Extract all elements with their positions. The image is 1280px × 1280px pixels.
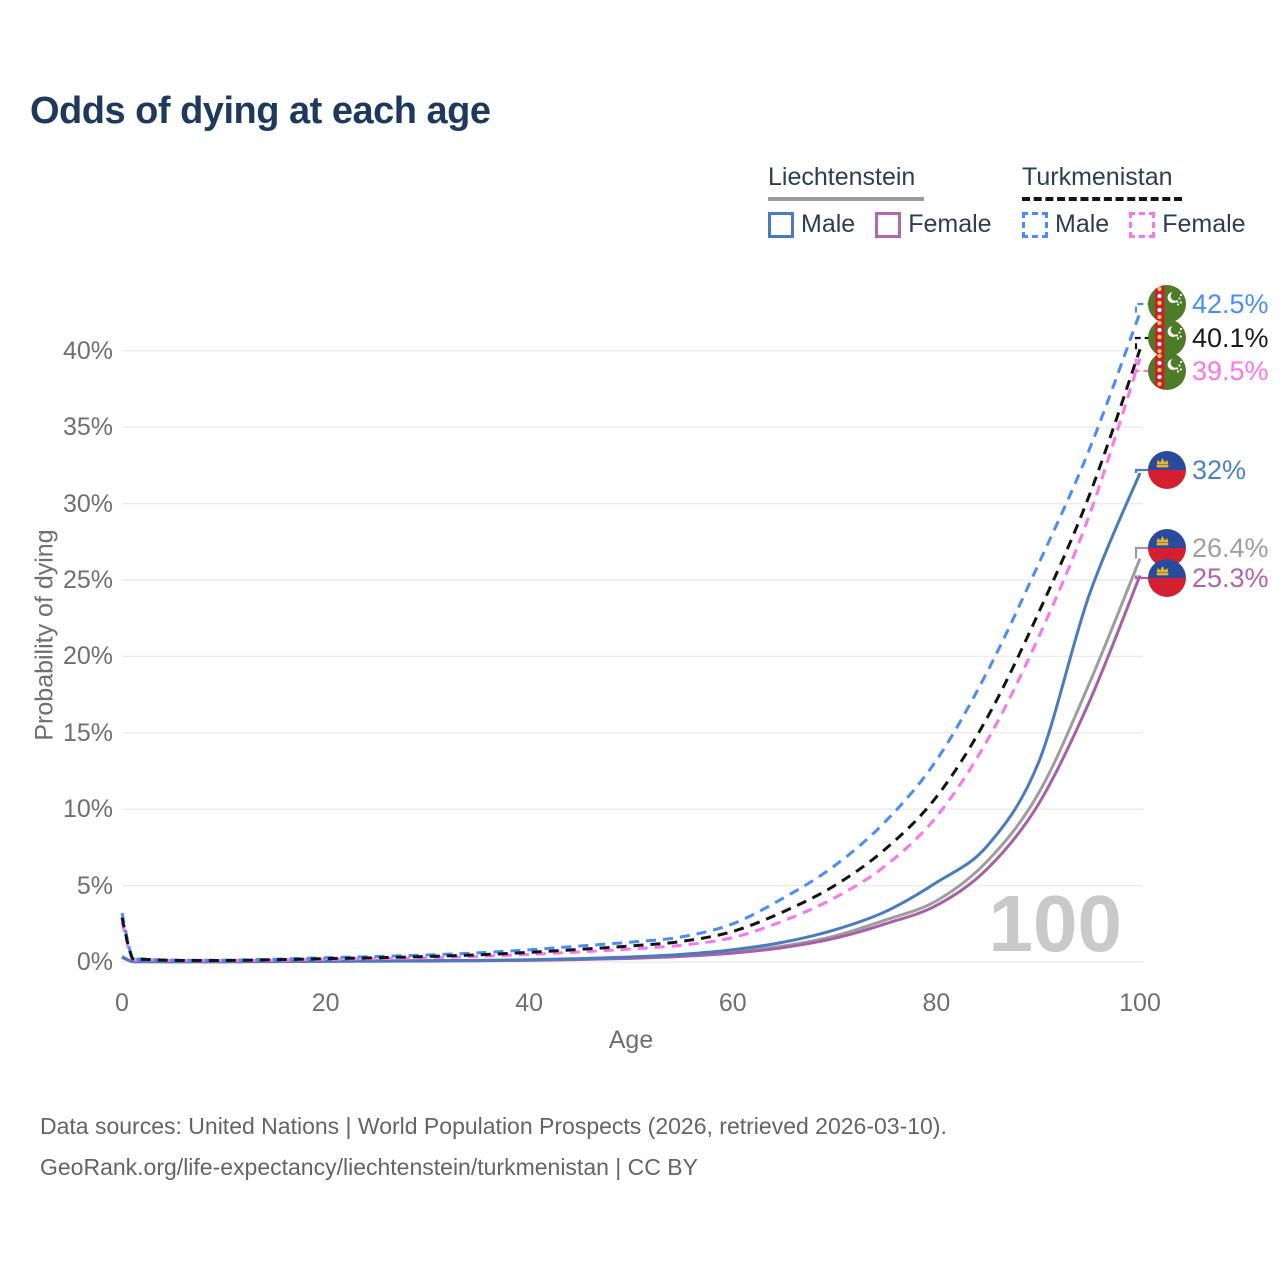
x-axis-title: Age [608,1026,654,1054]
end-value-label-tm-overall: 40.1% [1192,323,1269,353]
end-value-label-tm-male: 42.5% [1192,289,1269,319]
x-tick-label: 20 [311,989,340,1017]
age-watermark: 100 [989,879,1122,968]
legend-item-turkmenistan-male[interactable]: Male [1022,210,1109,239]
end-value-label-li-overall: 26.4% [1192,533,1269,563]
y-tick-label: 35% [62,413,113,442]
curve-li-female [121,574,1142,964]
gridlines [122,350,1143,963]
footer: Data sources: United Nations | World Pop… [40,1106,947,1188]
legend-label-male: Male [801,210,856,238]
curve-li-male [121,472,1142,964]
legend-label-male: Male [1055,210,1110,238]
turkmenistan-female-swatch-icon [1129,211,1156,238]
turkmenistan-flag-icon [1148,319,1186,357]
end-value-label-tm-female: 39.5% [1192,356,1269,386]
x-tick-label: 80 [922,989,951,1017]
x-tick-label: 100 [1119,989,1161,1017]
legend-item-liechtenstein-male[interactable]: Male [768,210,855,239]
y-tick-label: 25% [62,566,113,594]
attribution-line: GeoRank.org/life-expectancy/liechtenstei… [40,1154,698,1180]
y-tick-label: 0% [76,948,113,976]
legend-label-female: Female [908,210,992,238]
data-sources-line: Data sources: United Nations | World Pop… [40,1113,947,1139]
y-tick-label: 10% [62,795,113,824]
legend-item-liechtenstein-female[interactable]: Female [875,210,992,239]
y-tick-label: 15% [62,718,113,747]
liechtenstein-flag-icon [1148,559,1186,597]
turkmenistan-male-swatch-icon [1022,211,1048,238]
x-tick-label: 0 [115,989,129,1017]
y-tick-label: 5% [76,871,113,900]
turkmenistan-dashed-line-swatch [1022,197,1182,201]
legend-group-liechtenstein: Liechtenstein Male Female [768,163,998,239]
legend-label-female: Female [1162,210,1246,238]
end-value-label-li-male: 32% [1192,455,1247,485]
turkmenistan-flag-icon [1148,352,1186,390]
curve-li-overall [121,558,1142,964]
liechtenstein-flag-icon [1148,451,1186,489]
y-tick-label: 20% [62,642,113,671]
legend-country-liechtenstein[interactable]: Liechtenstein [768,163,916,191]
x-tick-label: 60 [718,989,747,1017]
x-tick-label: 40 [515,989,544,1017]
y-axis-title: Probability of dying [30,529,59,741]
end-value-label-li-female: 25.3% [1192,563,1269,593]
legend-item-turkmenistan-female[interactable]: Female [1129,210,1246,239]
legend-country-turkmenistan[interactable]: Turkmenistan [1022,163,1173,191]
liechtenstein-solid-line-swatch [768,197,924,201]
page-title: Odds of dying at each age [30,90,491,132]
curve-tm-female [120,357,1142,963]
mortality-curves [120,312,1142,964]
turkmenistan-flag-icon [1148,285,1186,323]
legend-group-turkmenistan: Turkmenistan Male Female [1022,163,1252,239]
liechtenstein-female-swatch-icon [875,211,902,238]
liechtenstein-male-swatch-icon [768,211,794,238]
curve-tm-male [120,312,1142,962]
y-tick-label: 30% [62,489,113,518]
curve-tm-overall [120,348,1142,963]
y-tick-label: 40% [62,336,113,365]
